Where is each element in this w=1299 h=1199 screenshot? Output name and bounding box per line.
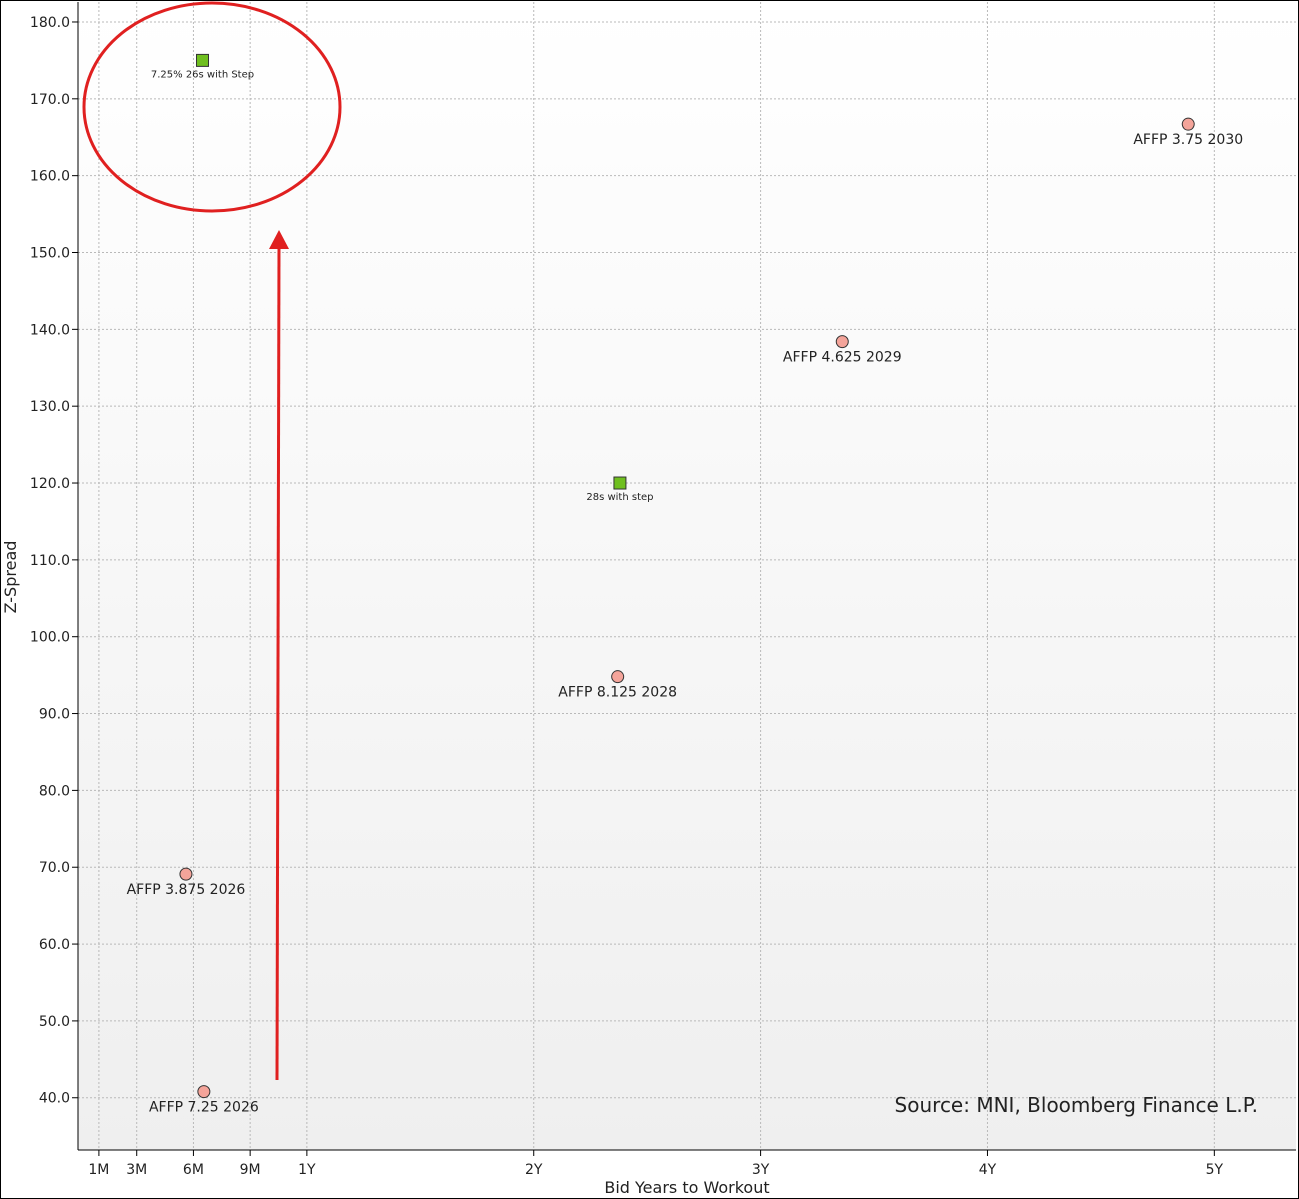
y-tick-label: 120.0	[30, 476, 70, 492]
point-label: AFFP 7.25 2026	[149, 1100, 259, 1116]
y-axis-label: Z-Spread	[1, 541, 20, 614]
y-tick-label: 140.0	[30, 322, 70, 338]
y-tick-label: 90.0	[39, 707, 70, 723]
point	[611, 670, 625, 684]
x-tick-label: 2Y	[525, 1162, 543, 1178]
highlight-circle	[82, 1, 342, 213]
y-tick-label: 70.0	[39, 860, 70, 876]
grid	[78, 2, 1296, 1150]
y-tick-label: 40.0	[39, 1091, 70, 1107]
point	[179, 867, 193, 881]
y-tick-label: 130.0	[30, 399, 70, 415]
y-tick-label: 60.0	[39, 937, 70, 953]
x-tick-label: 3Y	[752, 1162, 770, 1178]
y-tick-label: 110.0	[30, 553, 70, 569]
y-tick-label: 100.0	[30, 630, 70, 646]
x-tick-label: 1Y	[298, 1162, 316, 1178]
y-tick-label: 80.0	[39, 783, 70, 799]
point-label: 28s with step	[586, 492, 653, 503]
x-axis-label: Bid Years to Workout	[604, 1178, 769, 1197]
point	[613, 476, 627, 490]
arrow-shaft	[275, 247, 281, 1081]
y-tick-label: 180.0	[30, 15, 70, 31]
point	[835, 335, 849, 349]
plot-area	[78, 2, 1296, 1150]
point	[1181, 117, 1195, 131]
point-label: 7.25% 26s with Step	[151, 69, 254, 80]
x-tick-label: 6M	[183, 1162, 204, 1178]
x-tick-label: 5Y	[1206, 1162, 1224, 1178]
point-label: AFFP 8.125 2028	[558, 685, 677, 701]
y-tick-label: 160.0	[30, 169, 70, 185]
point	[197, 1085, 211, 1099]
arrow-head	[269, 230, 289, 249]
point-label: AFFP 3.875 2026	[127, 882, 246, 898]
point	[196, 53, 210, 67]
x-tick-label: 9M	[240, 1162, 261, 1178]
marks: 7.25% 26s with Step 28s with step AFFP 3.7…	[127, 53, 1243, 1116]
point-label: AFFP 3.75 2030	[1133, 132, 1243, 148]
x-tick-label: 4Y	[979, 1162, 997, 1178]
y-tick-label: 50.0	[39, 1014, 70, 1030]
source-annotation: Source: MNI, Bloomberg Finance L.P.	[895, 1093, 1258, 1117]
x-tick-label: 1M	[88, 1162, 109, 1178]
y-tick-label: 150.0	[30, 246, 70, 262]
point-label: AFFP 4.625 2029	[783, 350, 902, 366]
y-tick-label: 170.0	[30, 92, 70, 108]
x-tick-label: 3M	[126, 1162, 147, 1178]
